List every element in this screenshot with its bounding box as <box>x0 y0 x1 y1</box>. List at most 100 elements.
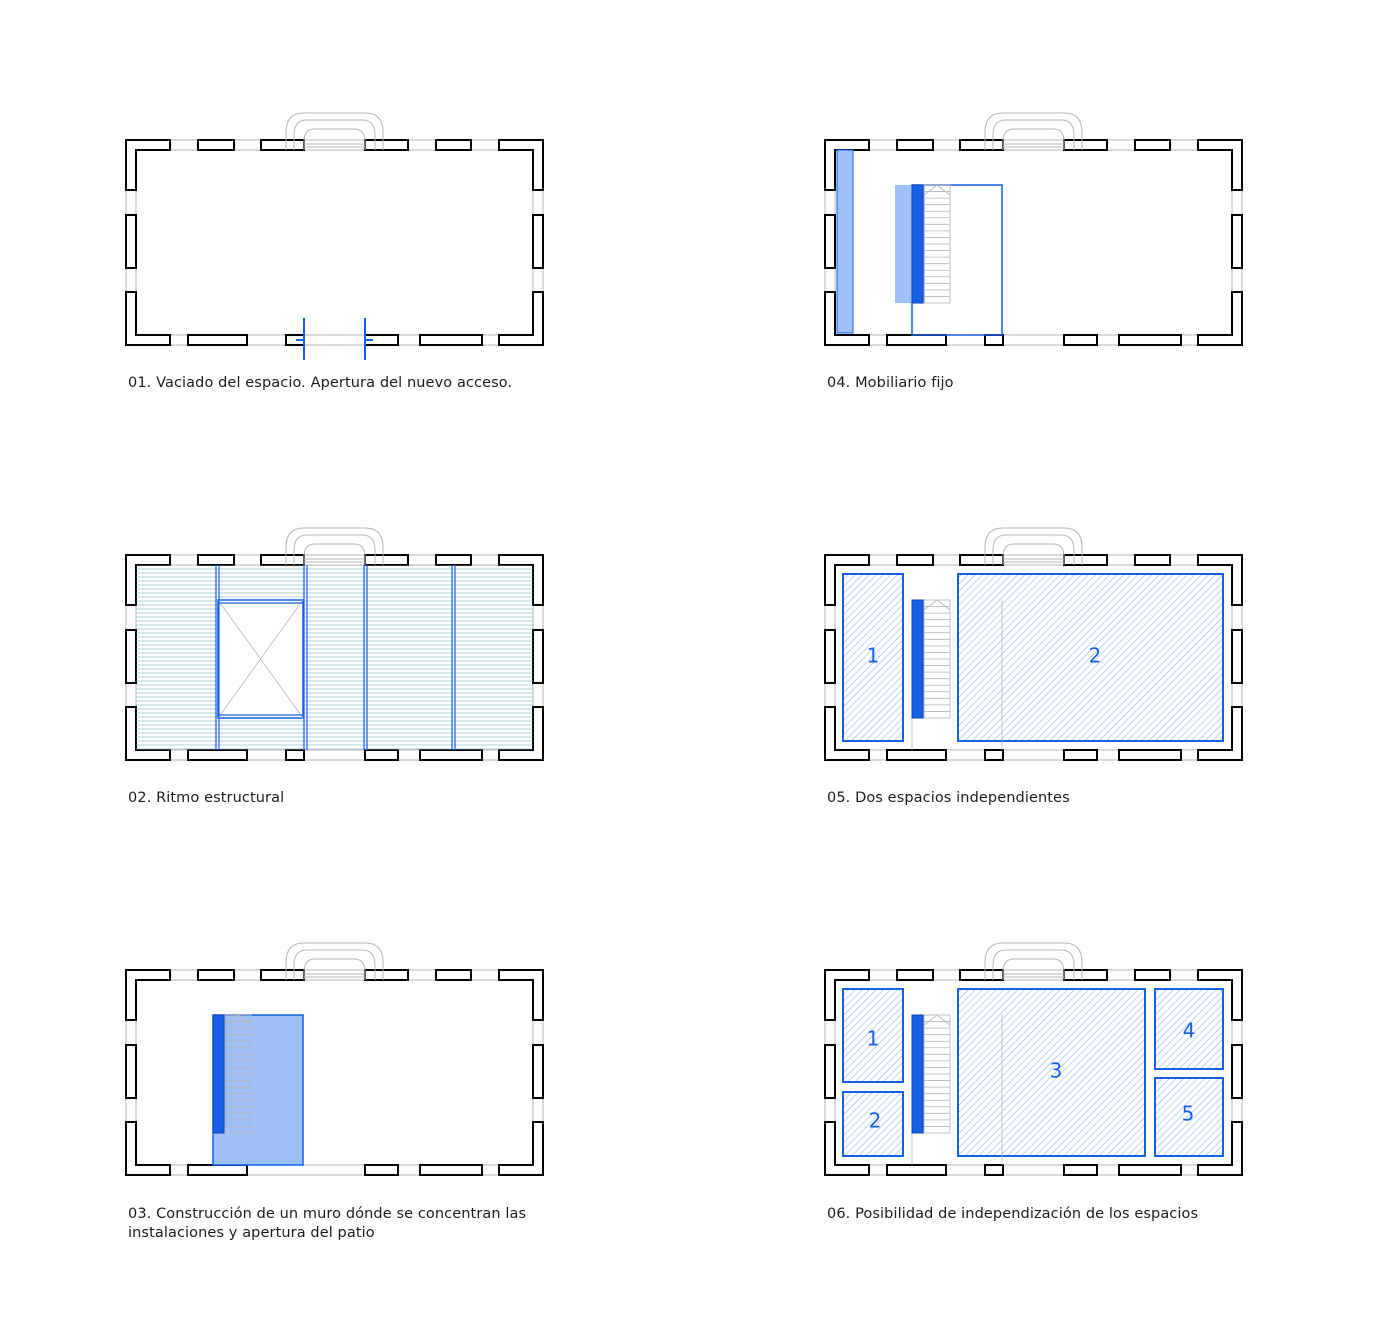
wall-corner <box>125 139 171 191</box>
installations-wall <box>911 184 924 304</box>
room-2 <box>842 1091 904 1157</box>
wall-segment <box>532 214 544 269</box>
wall-segment <box>1118 334 1182 346</box>
caption-line: 02. Ritmo estructural <box>128 790 285 806</box>
wall-segment <box>886 749 947 761</box>
patio-arch <box>285 112 384 150</box>
wall-segment <box>197 554 235 566</box>
caption-p06: 06. Posibilidad de independización de lo… <box>827 1205 1198 1224</box>
caption-line: 05. Dos espacios independientes <box>827 790 1070 806</box>
wall-segment <box>1063 334 1098 346</box>
plan-01 <box>125 112 544 360</box>
patio-arch <box>984 112 1083 150</box>
installations-wall <box>212 1014 225 1134</box>
plan-06: 1 2 3 4 5 <box>824 942 1243 1176</box>
wall-corner <box>1197 139 1243 191</box>
wall-segment <box>1231 214 1243 269</box>
structural-hatch <box>136 565 533 750</box>
wall-segment <box>824 1044 836 1099</box>
wall-corner <box>125 1121 171 1176</box>
wall-segment <box>1063 1164 1098 1176</box>
patio-arch <box>984 527 1083 565</box>
wall-corner <box>824 1121 870 1176</box>
wall-segment <box>896 554 934 566</box>
wall-corner <box>824 554 870 606</box>
outer-wall-line <box>125 969 544 1176</box>
wall-segment <box>532 629 544 684</box>
wall-segment <box>984 749 1004 761</box>
patio-arch <box>984 942 1083 980</box>
stair <box>923 184 951 304</box>
inner-wall-line <box>135 979 534 1166</box>
wall-segment <box>1063 554 1108 566</box>
wall-corner <box>1197 291 1243 346</box>
inner-wall-line <box>135 149 534 336</box>
wall-segment <box>260 139 305 151</box>
room-label-5: 5 <box>1182 1102 1195 1126</box>
wall-segment <box>125 214 137 269</box>
wall-segment <box>984 334 1004 346</box>
installations-wall <box>911 599 924 719</box>
caption-line: instalaciones y apertura del patio <box>128 1225 375 1241</box>
installations-wall <box>911 1014 924 1134</box>
wall-segment <box>896 969 934 981</box>
wall-segment <box>1134 554 1171 566</box>
caption-p02: 02. Ritmo estructural <box>128 789 284 808</box>
fixed-furniture-strip <box>836 149 854 334</box>
wall-segment <box>959 969 1004 981</box>
wall-segment <box>1134 969 1171 981</box>
caption-p01: 01. Vaciado del espacio. Apertura del nu… <box>128 374 512 393</box>
wall-corner <box>498 969 544 1021</box>
room-4 <box>1154 988 1224 1070</box>
wall-segment <box>364 969 409 981</box>
wall-segment <box>125 1044 137 1099</box>
wall-corner <box>1197 554 1243 606</box>
wall-segment <box>197 969 235 981</box>
wall-segment <box>419 749 483 761</box>
wall-segment <box>285 749 305 761</box>
wall-segment <box>984 1164 1004 1176</box>
wall-corner <box>498 1121 544 1176</box>
plan-04 <box>824 112 1243 346</box>
wall-segment <box>824 629 836 684</box>
room-label-3: 3 <box>1050 1059 1063 1083</box>
wall-segment <box>1134 139 1171 151</box>
wall-segment <box>1063 969 1108 981</box>
void-cross <box>217 599 304 719</box>
caption-p05: 05. Dos espacios independientes <box>827 789 1070 808</box>
wall-segment <box>260 554 305 566</box>
wall-segment <box>886 334 947 346</box>
caption-p04: 04. Mobiliario fijo <box>827 374 954 393</box>
wall-segment <box>125 629 137 684</box>
wall-segment <box>1118 749 1182 761</box>
wall-corner <box>1197 706 1243 761</box>
wall-segment <box>896 139 934 151</box>
stair <box>224 1014 252 1134</box>
wall-segment <box>886 1164 947 1176</box>
wall-segment <box>1231 1044 1243 1099</box>
wall-segment <box>187 749 248 761</box>
installations-block <box>212 1014 304 1166</box>
wall-segment <box>959 139 1004 151</box>
patio-arch <box>285 527 384 565</box>
wall-segment <box>1231 629 1243 684</box>
wall-segment <box>364 749 399 761</box>
caption-line: 04. Mobiliario fijo <box>827 375 954 391</box>
wall-segment <box>824 214 836 269</box>
furniture-outline <box>911 184 1003 336</box>
room-label-1: 1 <box>867 644 880 668</box>
stair <box>923 1014 951 1134</box>
wall-segment <box>435 139 472 151</box>
wall-segment <box>364 554 409 566</box>
caption-line: 01. Vaciado del espacio. Apertura del nu… <box>128 375 513 391</box>
caption-line: 06. Posibilidad de independización de lo… <box>827 1206 1199 1222</box>
wall-segment <box>260 969 305 981</box>
wall-segment <box>435 969 472 981</box>
patio-arch <box>285 942 384 980</box>
room-1 <box>842 988 904 1083</box>
outer-wall-line <box>824 139 1243 346</box>
wall-segment <box>1063 749 1098 761</box>
plan-03 <box>125 942 544 1176</box>
